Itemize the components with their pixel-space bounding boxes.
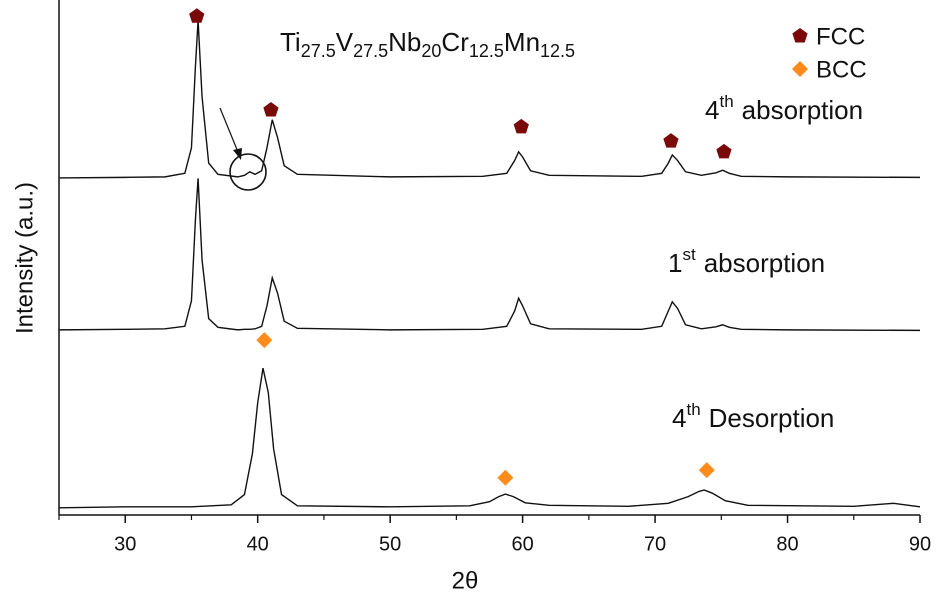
x-tick-label: 50: [379, 533, 401, 555]
label-number: 4: [672, 403, 686, 433]
phase-marker: [263, 102, 279, 117]
formula-subscript: 12.5: [469, 41, 504, 61]
legend-symbol: [792, 28, 808, 43]
x-tick-label: 40: [247, 533, 269, 555]
formula-subscript: 27.5: [353, 41, 388, 61]
phase-marker: [716, 143, 732, 159]
x-tick-label: 90: [909, 533, 931, 555]
annotation-arrow: [219, 107, 239, 153]
label-text: absorption: [704, 248, 825, 278]
x-tick-label: 60: [511, 533, 533, 555]
phase-marker: [698, 462, 715, 479]
phase-marker: [513, 118, 529, 134]
label-number: 4: [705, 95, 719, 125]
formula-subscript: 20: [421, 41, 441, 61]
x-axis-label: 2θ: [452, 567, 479, 594]
formula-element: Cr: [441, 27, 469, 57]
formula-subscript: 27.5: [301, 41, 336, 61]
formula-element: V: [336, 27, 354, 57]
xrd-line: [58, 20, 921, 179]
phase-marker: [663, 133, 679, 148]
label-number: 1: [668, 248, 682, 278]
x-tick-label: 30: [114, 533, 136, 555]
legend-label: FCC: [816, 23, 865, 50]
series-label: 1st absorption: [668, 245, 825, 277]
phase-marker: [497, 469, 514, 486]
arrow-head: [233, 148, 242, 160]
formula-title: Ti27.5V27.5Nb20Cr12.5Mn12.5: [280, 27, 575, 61]
formula-element: Nb: [388, 27, 421, 57]
label-superscript: th: [686, 400, 700, 419]
formula-element: Ti: [280, 27, 301, 57]
label-superscript: st: [682, 245, 696, 264]
x-tick-label: 80: [776, 533, 798, 555]
xrd-line: [58, 178, 921, 332]
legend-symbol: [792, 61, 808, 77]
series-label: 4th Desorption: [672, 400, 834, 432]
legend-label: BCC: [816, 56, 867, 83]
formula-subscript: 12.5: [540, 41, 575, 61]
formula-element: Mn: [504, 27, 540, 57]
phase-marker: [189, 8, 205, 23]
label-text: absorption: [742, 95, 863, 125]
y-axis-label: Intensity (a.u.): [11, 182, 38, 334]
x-tick-label: 70: [644, 533, 666, 555]
highlight-circle: [229, 153, 267, 191]
xrd-line: [58, 367, 921, 509]
phase-marker: [256, 332, 273, 349]
label-text: Desorption: [709, 403, 835, 433]
label-superscript: th: [719, 92, 733, 111]
series-label: 4th absorption: [705, 92, 863, 124]
